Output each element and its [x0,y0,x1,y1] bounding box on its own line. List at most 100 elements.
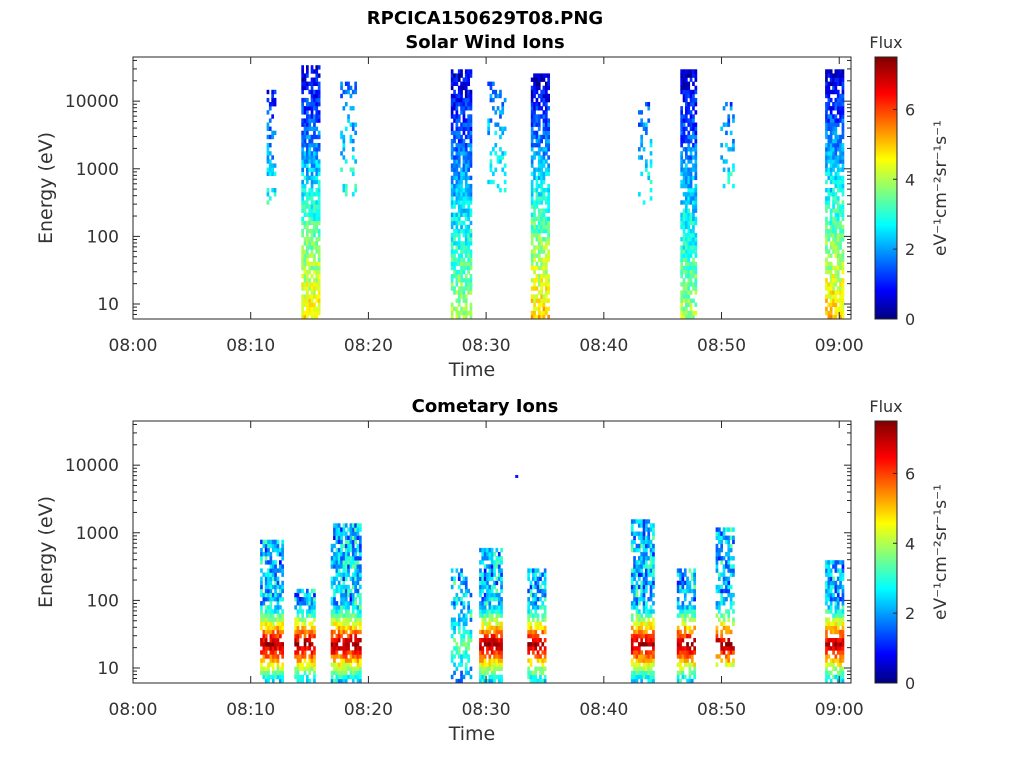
data-cell [829,138,833,144]
data-cell [467,93,470,99]
data-cell [536,568,540,573]
data-cell [340,629,343,635]
data-cell [530,241,534,246]
data-cell [649,568,653,573]
data-cell [493,625,496,631]
data-cell [274,564,277,569]
data-cell [269,597,273,602]
data-cell [834,597,838,602]
cometary-panel-title: Cometary Ions [411,396,559,417]
data-cell [839,102,842,107]
data-cell [342,629,346,635]
data-cell [486,670,489,676]
data-cell [839,310,842,316]
data-cell [536,678,540,684]
data-cell [335,633,339,639]
data-cell [273,130,277,136]
data-cell [825,220,828,226]
data-cell [725,535,728,540]
data-cell [301,265,304,271]
data-cell [483,638,487,643]
data-cell [542,130,546,136]
data-cell [306,155,309,160]
data-cell [635,580,639,586]
data-cell [533,220,536,226]
data-cell [351,678,355,684]
data-cell [306,613,309,618]
data-cell [271,621,275,626]
data-cell [315,224,319,230]
data-cell [535,294,539,299]
data-cell [682,175,686,181]
data-cell [541,650,545,655]
data-cell [715,662,719,667]
data-cell [460,143,463,148]
data-cell [359,625,362,631]
data-cell [501,106,505,111]
data-cell [467,73,470,78]
data-cell [841,216,845,222]
data-cell [679,670,682,676]
data-cell [841,572,845,577]
data-cell [689,220,693,226]
data-cell [273,102,277,107]
data-cell [301,192,304,197]
data-cell [349,539,353,545]
data-cell [640,670,643,676]
data-cell [450,85,454,91]
data-cell [488,584,492,590]
data-cell [542,114,546,119]
data-cell [841,314,845,320]
data-cell [834,147,838,152]
data-cell [493,666,496,671]
data-cell [692,147,695,152]
data-cell [638,110,641,115]
data-cell [541,670,545,676]
data-cell [483,678,487,684]
data-cell [462,580,466,586]
data-cell [342,646,346,651]
data-cell [262,539,266,545]
data-cell [836,212,840,217]
data-cell [333,592,336,598]
data-cell [692,261,695,267]
data-cell [638,568,641,573]
data-cell [680,237,683,242]
data-cell [841,249,845,254]
data-cell [335,613,339,618]
data-cell [267,646,270,651]
data-cell [457,138,461,144]
data-cell [685,192,688,197]
data-cell [296,650,300,655]
data-cell [649,151,653,156]
data-cell [827,314,831,320]
data-cell [340,151,343,156]
data-cell [356,576,360,581]
data-cell [647,625,651,631]
data-cell [652,592,655,598]
data-cell [301,106,304,111]
data-cell [464,576,468,581]
data-cell [450,126,454,131]
data-cell [542,302,546,307]
data-cell [539,666,542,671]
x-tick-label: 08:10 [226,336,275,356]
colorbar-tick-label: 4 [905,170,915,189]
data-cell [460,286,463,291]
data-cell [453,130,456,136]
data-cell [333,523,336,528]
data-cell [542,159,546,164]
data-cell [547,167,550,172]
data-cell [652,662,655,667]
data-cell [301,286,304,291]
data-cell [630,642,634,647]
data-cell [825,588,828,594]
data-cell [638,584,641,590]
data-cell [306,196,309,201]
data-cell [342,638,346,643]
data-cell [715,531,719,536]
data-cell [642,543,646,549]
data-cell [689,97,693,103]
data-cell [479,584,482,590]
data-cell [680,212,683,217]
